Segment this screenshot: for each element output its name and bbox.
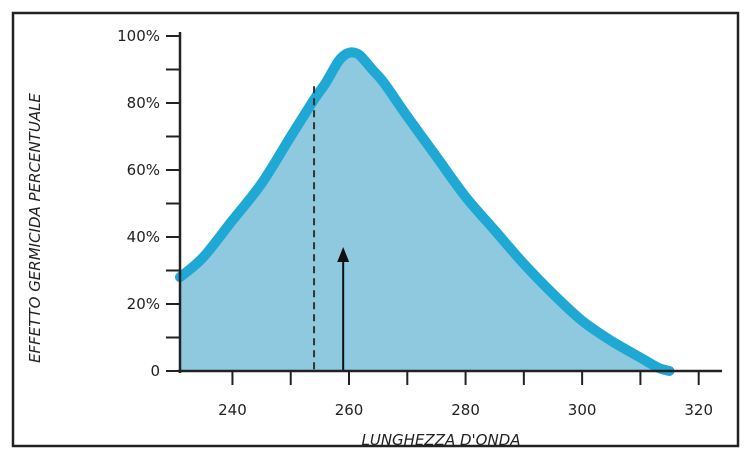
x-tick-label: 260	[335, 401, 364, 419]
tick-layer: 0 20% 40% 60% 80% 100% 240 260 280 300 320	[117, 27, 713, 419]
x-tick-label: 240	[218, 401, 247, 419]
y-tick-label: 0	[150, 362, 160, 380]
area-layer	[175, 47, 675, 376]
y-tick-label: 80%	[127, 94, 160, 112]
series-curve	[175, 47, 675, 376]
x-tick-label: 280	[451, 401, 480, 419]
area-fill	[180, 52, 670, 371]
y-tick-label: 60%	[127, 161, 160, 179]
arrow-head	[337, 247, 350, 263]
y-tick-label: 100%	[117, 27, 160, 45]
y-tick-label: 20%	[127, 295, 160, 313]
chart-border	[11, 11, 740, 448]
x-tick-label: 320	[684, 401, 713, 419]
y-tick-label: 40%	[127, 228, 160, 246]
annotation-layer	[313, 86, 350, 371]
x-tick-label: 300	[568, 401, 597, 419]
x-axis-title: LUNGHEZZA D'ONDA	[361, 431, 520, 449]
y-axis-title: EFFETTO GERMICIDA PERCENTUALE	[26, 93, 44, 363]
